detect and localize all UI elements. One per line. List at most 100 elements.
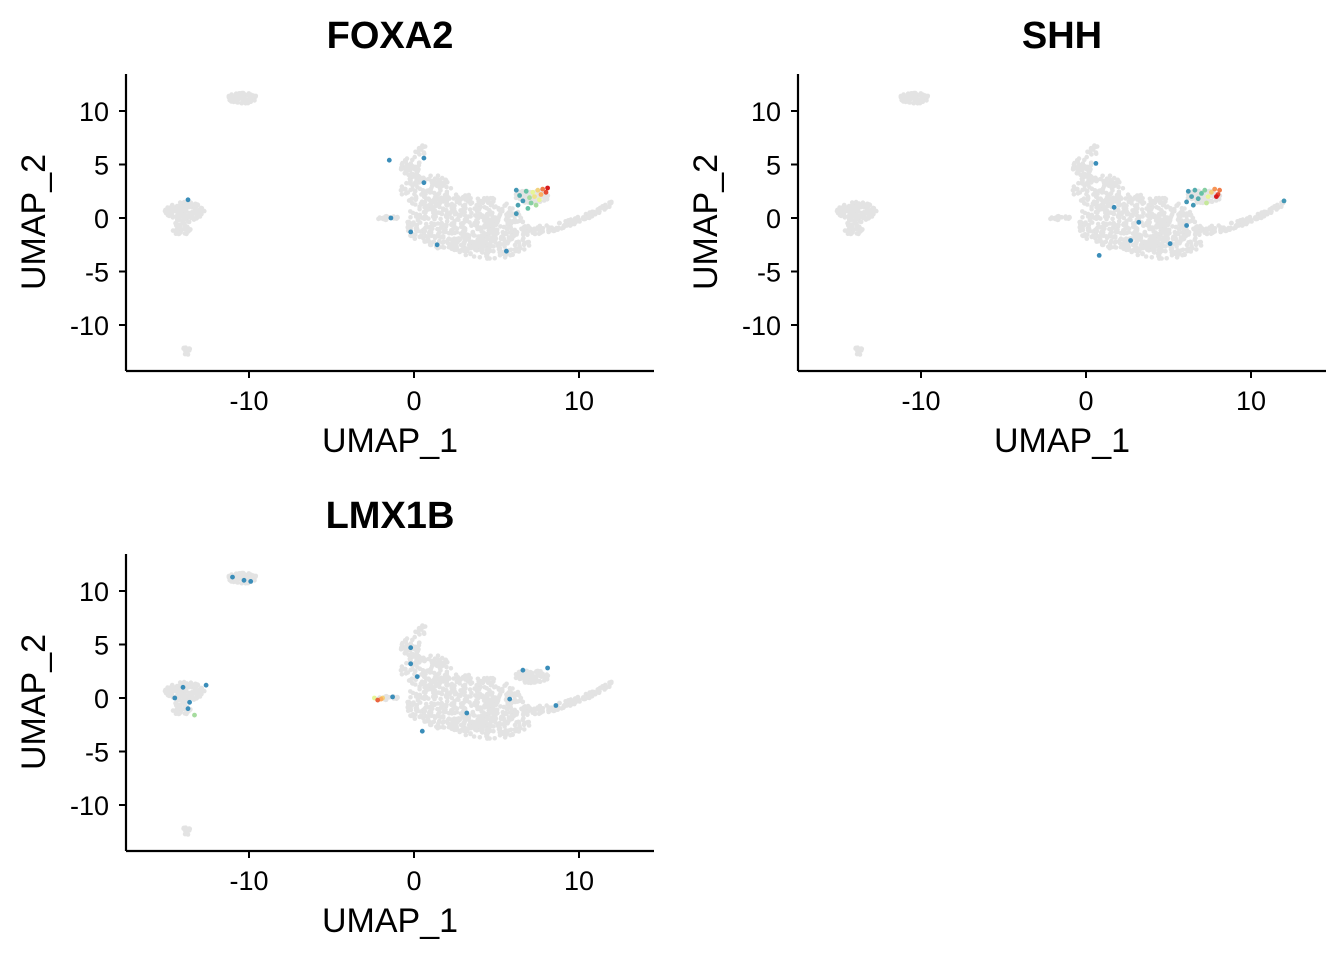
background-cell-point <box>1135 197 1140 202</box>
background-cell-point <box>454 226 460 231</box>
background-cell-point <box>1213 198 1219 203</box>
background-cell-point <box>520 699 526 705</box>
background-cell-point <box>477 686 482 692</box>
background-cell-point <box>1124 230 1129 236</box>
background-cell-point <box>239 100 245 106</box>
background-cell-point <box>247 96 252 101</box>
background-cell-point <box>508 212 514 218</box>
background-cell-point <box>1127 195 1133 200</box>
expressing-cell-point <box>1204 200 1209 206</box>
background-cell-point <box>1160 202 1166 208</box>
background-cell-point <box>569 702 574 707</box>
expressing-cell-point <box>1192 187 1198 193</box>
background-cell-point <box>854 231 860 236</box>
background-cell-point <box>488 202 494 208</box>
expressing-cell-point <box>1128 238 1133 243</box>
background-cell-point <box>426 203 432 208</box>
background-cell-point <box>522 727 527 732</box>
background-cell-point <box>1176 214 1182 220</box>
background-cell-point <box>180 213 185 218</box>
background-cell-point <box>1080 161 1086 166</box>
background-cell-point <box>1071 192 1077 197</box>
background-cell-point <box>1163 236 1169 241</box>
background-cell-point <box>455 237 460 243</box>
background-cell-point <box>1128 217 1133 223</box>
background-cell-point <box>1076 156 1082 161</box>
background-cell-point <box>408 215 413 220</box>
y-tick-label: 10 <box>751 97 781 127</box>
background-cell-point <box>505 225 511 231</box>
background-cell-point <box>514 712 519 717</box>
background-cell-point <box>185 349 190 354</box>
background-cell-point <box>176 697 181 703</box>
background-cell-point <box>1198 200 1203 205</box>
background-cell-point <box>444 671 450 676</box>
background-cell-point <box>421 624 427 630</box>
background-cell-point <box>452 230 457 236</box>
background-cell-point <box>441 687 446 693</box>
background-cell-point <box>1071 165 1076 170</box>
background-cell-point <box>526 680 531 685</box>
background-cell-point <box>399 645 404 650</box>
background-cell-point <box>241 95 247 101</box>
background-cell-point <box>1194 241 1199 246</box>
background-cell-point <box>178 702 183 707</box>
background-cell-point <box>186 683 191 689</box>
expressing-cell-point <box>172 695 178 701</box>
background-cell-point <box>410 221 416 227</box>
background-cell-point <box>849 231 854 236</box>
background-cell-point <box>1049 215 1054 220</box>
background-cell-point <box>1235 219 1240 224</box>
expressing-cell-point <box>527 195 532 201</box>
background-cell-point <box>419 671 425 677</box>
background-cell-point <box>479 229 484 234</box>
expressing-cells <box>185 155 550 254</box>
expressing-cell-point <box>525 206 531 211</box>
background-cell-point <box>454 199 460 205</box>
background-cell-point <box>1107 173 1113 178</box>
y-tick-label: -5 <box>85 738 109 768</box>
background-cell-point <box>517 676 522 682</box>
background-cell-point <box>470 230 476 236</box>
background-cell-point <box>1077 190 1083 195</box>
background-cell-point <box>438 696 443 702</box>
background-cell-point <box>557 220 562 226</box>
background-cell-point <box>173 223 179 228</box>
background-cell-point <box>455 717 460 723</box>
background-cell-point <box>1174 244 1179 249</box>
background-cell-point <box>182 221 187 226</box>
expressing-cell-point <box>1214 194 1219 200</box>
background-cell-point <box>1075 168 1080 173</box>
x-tick-label: -10 <box>901 386 940 416</box>
panel-foxa2: FOXA2 -10 0 10 10 5 0 -5 -10 UMAP_1 UMAP… <box>15 15 654 460</box>
background-cell-point <box>1117 240 1123 246</box>
expressing-cell-point <box>180 684 186 690</box>
background-cell-point <box>185 829 190 834</box>
background-cell-point <box>415 173 421 179</box>
background-cell-point <box>849 200 855 205</box>
background-cell-point <box>468 731 473 736</box>
background-cell-point <box>437 680 443 686</box>
background-cell-point <box>1144 206 1149 211</box>
expressing-cell-point <box>533 202 539 208</box>
background-cell-point <box>410 701 416 707</box>
background-cell-point <box>1186 232 1191 237</box>
background-cell-point <box>541 198 547 203</box>
background-cell-point <box>1180 237 1186 242</box>
background-cell-point <box>451 720 456 725</box>
y-tick-label: -5 <box>85 258 109 288</box>
y-tick-label: 0 <box>766 204 781 234</box>
background-cell-point <box>491 248 496 254</box>
expressing-cell-point <box>523 188 529 194</box>
background-cell-point <box>1102 205 1108 210</box>
background-cell-point <box>474 698 479 703</box>
background-cell-point <box>423 191 428 197</box>
background-cell-point <box>509 233 515 238</box>
background-cell-point <box>497 722 503 727</box>
background-cell-point <box>1095 239 1101 244</box>
background-cell-point <box>1151 229 1156 234</box>
background-cell-point <box>1180 247 1186 253</box>
background-cell-point <box>1241 222 1246 227</box>
background-cell-point <box>439 663 444 669</box>
background-cell-point <box>438 188 443 193</box>
